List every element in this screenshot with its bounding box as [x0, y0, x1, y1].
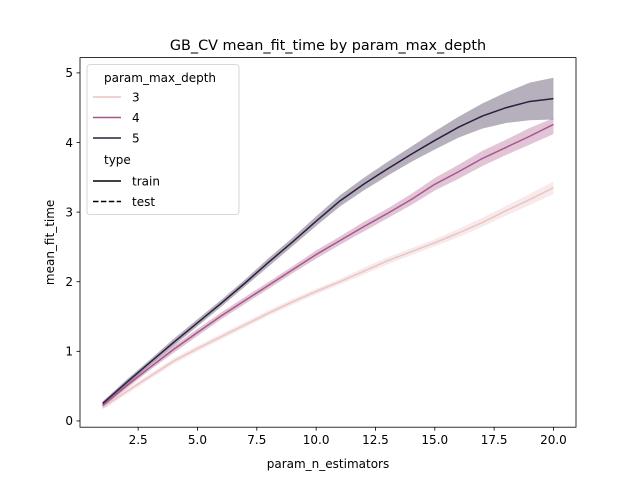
- legend-hue-title: param_max_depth: [104, 71, 216, 85]
- y-tick-label: 5: [65, 66, 73, 80]
- x-tick-label: 5.0: [188, 433, 207, 447]
- legend-label-train: train: [132, 174, 160, 188]
- x-tick-label: 10.0: [303, 433, 330, 447]
- chart-title: GB_CV mean_fit_time by param_max_depth: [170, 38, 486, 54]
- y-tick-label: 2: [65, 275, 73, 289]
- x-tick-label: 17.5: [481, 433, 508, 447]
- x-tick-label: 2.5: [129, 433, 148, 447]
- legend-frame: [86, 64, 240, 215]
- ci-band-5: [102, 77, 554, 406]
- series-line-4: [102, 123, 554, 407]
- confidence-bands: [102, 77, 554, 410]
- legend-style-entries: train test: [93, 174, 160, 209]
- ci-band-4: [102, 118, 554, 408]
- legend-label-3: 3: [132, 90, 140, 104]
- legend-label-5: 5: [132, 131, 140, 145]
- series-line-5: [102, 97, 554, 405]
- y-tick-label: 4: [65, 136, 73, 150]
- legend: param_max_depth 3 4 5 type train test: [86, 64, 240, 215]
- series-line-3: [102, 187, 554, 409]
- legend-style-title: type: [104, 153, 131, 167]
- y-tick-label: 1: [65, 345, 73, 359]
- y-axis-label: mean_fit_time: [43, 200, 57, 285]
- legend-hue-entries: 3 4 5: [93, 90, 140, 145]
- legend-label-test: test: [132, 195, 155, 209]
- x-axis-ticks: 2.5 5.0 7.5 10.0 12.5 15.0 17.5 20.0: [129, 427, 567, 447]
- series-lines: [102, 97, 554, 409]
- x-tick-label: 12.5: [362, 433, 389, 447]
- y-tick-label: 0: [65, 414, 73, 428]
- plot-frame: [79, 57, 577, 428]
- x-tick-label: 20.0: [540, 433, 567, 447]
- y-tick-label: 3: [65, 205, 73, 219]
- x-axis-label: param_n_estimators: [267, 457, 390, 471]
- ci-band-3: [102, 181, 554, 410]
- y-axis-ticks: 0 1 2 3 4 5: [65, 66, 80, 428]
- legend-label-4: 4: [132, 111, 140, 125]
- x-tick-label: 7.5: [247, 433, 266, 447]
- x-tick-label: 15.0: [421, 433, 448, 447]
